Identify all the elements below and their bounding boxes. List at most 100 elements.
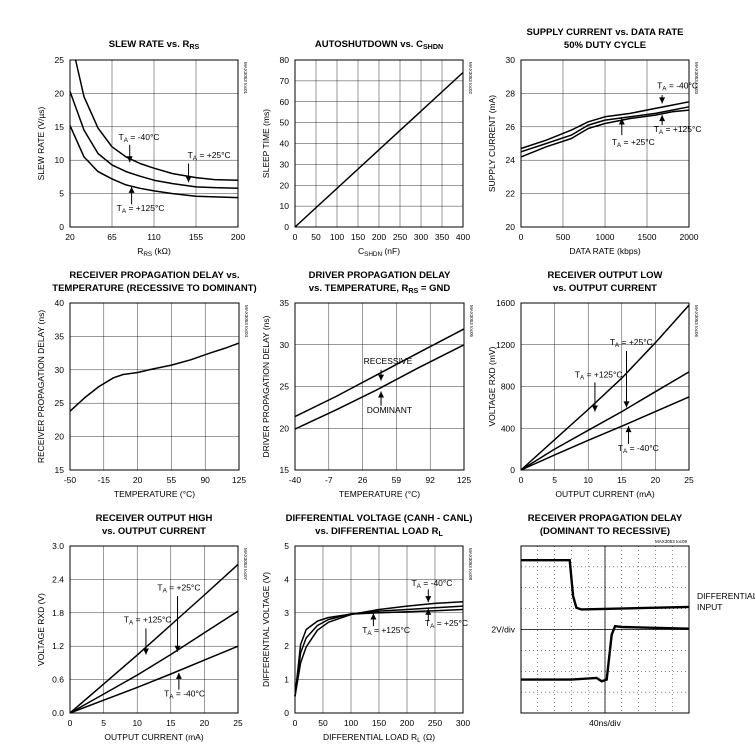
chart-title: SUPPLY CURRENT vs. DATA RATE [527,27,684,38]
chart-c6: RECEIVER OUTPUT LOW vs. OUTPUT CURRENT 0 5 1… [487,270,699,499]
arrow-head-icon [378,374,385,381]
plot-frame [520,59,690,228]
y-axis-label: SLEEP TIME (ms) [261,109,271,178]
y-tick-label: 35 [55,331,65,341]
annotation-label: TA = -40°C [618,443,659,455]
part-id: MAX3053 toc08 [468,548,473,581]
x-tick-label: 20 [133,475,143,485]
x-axis-label: CSHDN (nF) [358,246,400,258]
x-tick-label: 50 [311,232,321,242]
y-tick-label: 1200 [496,340,515,350]
y-tick-label: 10 [280,201,290,211]
x-tick-label: -15 [98,475,111,485]
series-line-1 [520,106,690,153]
series-line-1 [294,605,464,697]
x-tick-label: 92 [425,475,435,485]
arrow-head-icon [378,391,385,398]
x-tick-label: 20 [651,475,661,485]
x-tick-label: 0 [293,232,298,242]
y-axis-label: DIFFERENTIAL VOLTAGE (V) [261,572,271,687]
annotation-label: TA = -40°C [119,132,160,144]
y-tick-label: 30 [280,159,290,169]
annotation-label: TA = +125°C [362,625,410,637]
arrow-head-icon [126,156,133,163]
y-axis-label: SUPPLY CURRENT (mA) [487,95,497,192]
x-tick-label: 155 [189,232,203,242]
y-tick-label: 5 [59,189,64,199]
scope-y-scale: 2V/div [491,625,515,635]
x-tick-label: 350 [435,232,449,242]
x-tick-label: 250 [428,718,442,728]
y-tick-label: 1.8 [52,608,64,618]
x-axis-label: OUTPUT CURRENT (mA) [104,732,203,742]
arrow-head-icon [370,613,377,620]
y-tick-label: 30 [506,55,516,65]
series-line-2 [69,645,239,714]
x-tick-label: 55 [167,475,177,485]
x-tick-label: -7 [325,475,333,485]
y-tick-label: 25 [55,55,65,65]
chart-subtitle: vs. TEMPERATURE, RRS = GND [309,283,451,295]
y-tick-label: 2.4 [52,574,64,584]
x-tick-label: 0 [519,475,524,485]
chart-subtitle: vs. OUTPUT CURRENT [553,283,657,294]
annotation-label: TA = +25°C [610,337,653,349]
annotation-label: TA = +125°C [575,370,623,382]
arrow-head-icon [659,97,666,104]
x-axis-label: DIFFERENTIAL LOAD RL (Ω) [323,732,435,744]
x-axis-label: DATA RATE (kbps) [569,246,640,256]
arrow-head-icon [625,426,632,433]
y-tick-label: 400 [501,423,515,433]
y-axis-label: RECEIVER PROPAGATION DELAY (ns) [36,310,46,464]
y-tick-label: 30 [280,340,290,350]
y-tick-label: 20 [280,423,290,433]
x-tick-label: 125 [232,475,246,485]
x-tick-label: 65 [107,232,117,242]
annotation-label: TA = +25°C [425,618,468,630]
y-tick-label: 60 [280,97,290,107]
series-line-2 [520,396,690,471]
y-tick-label: 30 [55,365,65,375]
x-tick-label: 125 [457,475,471,485]
y-tick-label: 22 [506,189,516,199]
x-tick-label: 1000 [596,232,615,242]
x-tick-label: -50 [64,475,77,485]
plot-frame [69,545,239,714]
y-tick-label: 800 [501,382,515,392]
x-tick-label: 25 [684,475,694,485]
y-tick-label: 20 [55,432,65,442]
series-line-1 [294,344,465,430]
y-tick-label: 3.0 [52,541,64,551]
x-tick-label: 26 [358,475,368,485]
x-tick-label: 300 [456,718,470,728]
arrow-head-icon [618,118,625,125]
arrow-head-icon [185,176,192,183]
x-tick-label: 300 [414,232,428,242]
y-tick-label: 2 [284,641,289,651]
x-tick-label: 50 [318,718,328,728]
y-tick-label: 25 [280,382,290,392]
chart-subtitle: 50% DUTY CYCLE [564,40,646,51]
y-axis-label: VOLTAGE RXD (V) [36,593,46,666]
y-tick-label: 15 [55,122,65,132]
x-tick-label: 200 [400,718,414,728]
x-tick-label: -40 [289,475,302,485]
series-line-0 [74,59,239,181]
annotation-label: TA = +25°C [157,583,200,595]
y-tick-label: 5 [284,541,289,551]
x-tick-label: 59 [392,475,402,485]
scope-trace-input [521,558,690,611]
series-line-0 [294,71,464,228]
x-tick-label: 15 [617,475,627,485]
y-tick-label: 28 [506,88,516,98]
annotation-label: DOMINANT [367,405,412,415]
arrow-head-icon [623,401,630,408]
annotation-label: TA = -40°C [164,688,205,700]
x-tick-label: 20 [65,232,75,242]
scope-trace-rxd [521,624,690,683]
y-tick-label: 25 [55,398,65,408]
y-tick-label: 0 [284,708,289,718]
series-line-2 [69,125,239,199]
y-tick-label: 40 [55,298,65,308]
